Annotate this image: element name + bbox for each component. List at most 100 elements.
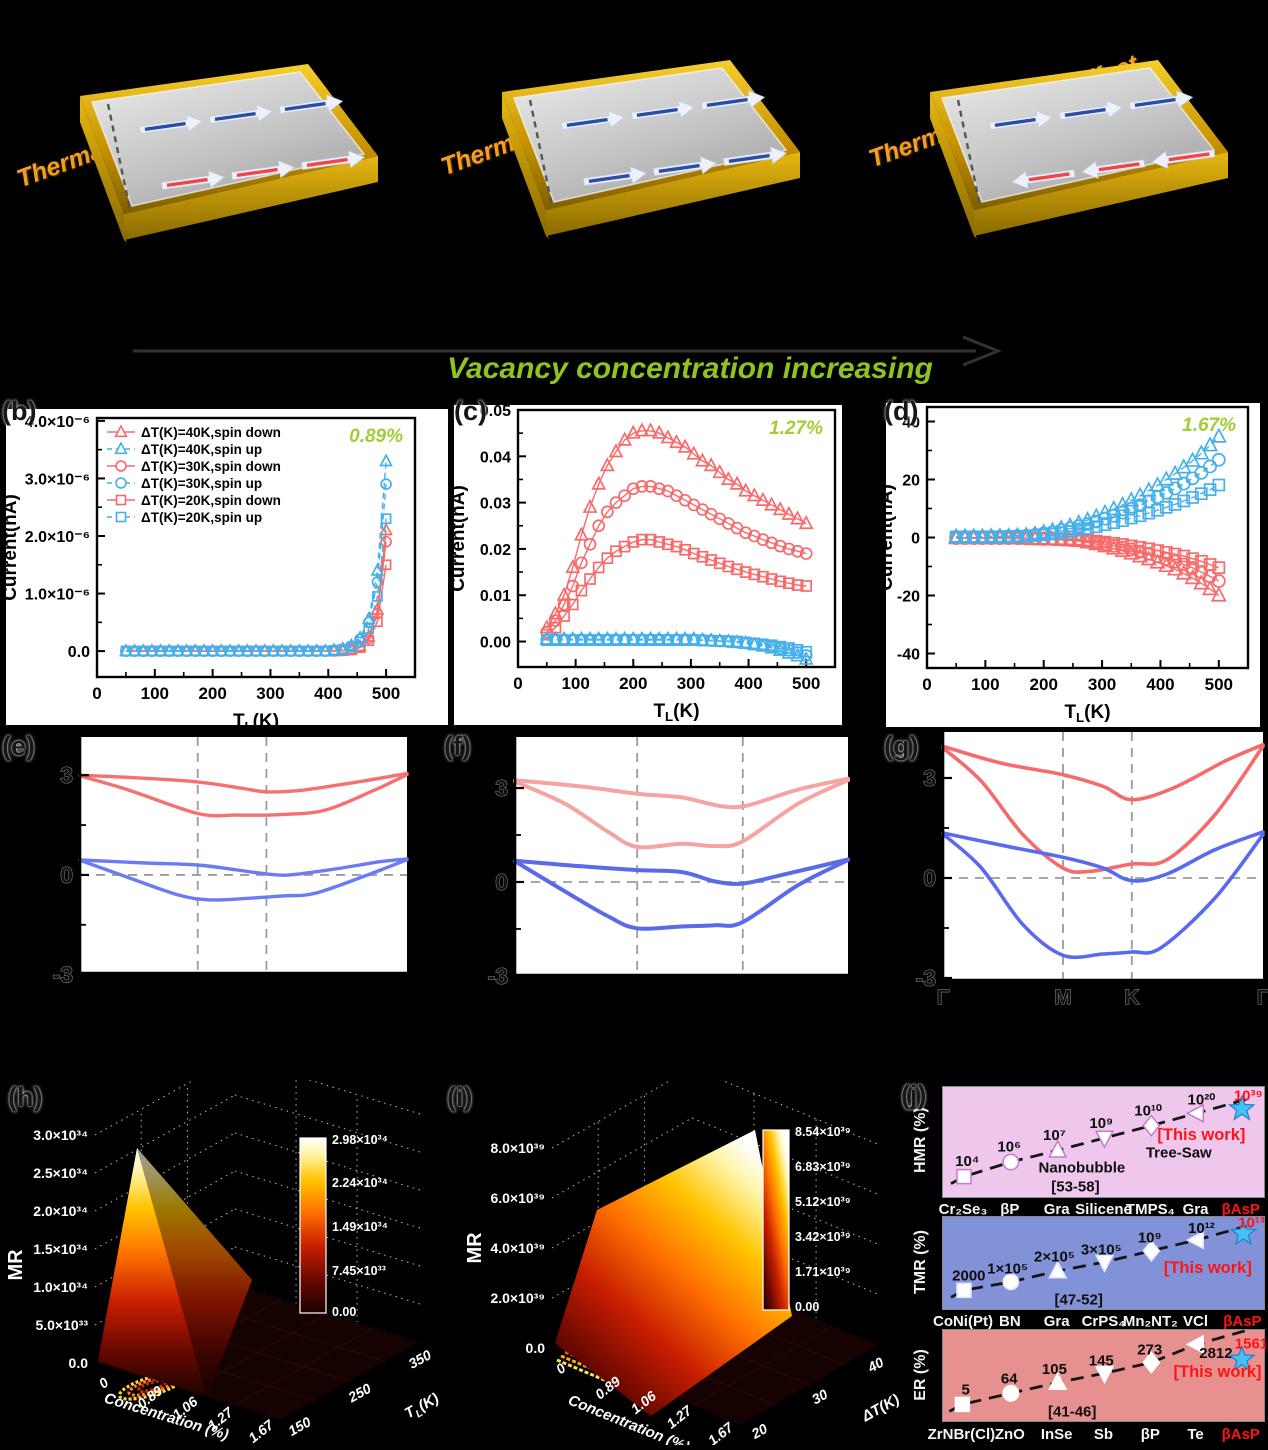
svg-text:5: 5 [961,1382,969,1399]
svg-text:ΔT(K)=40K,spin down: ΔT(K)=40K,spin down [141,425,281,440]
ranking-box: 2000 1×10⁵ 2×10⁵ 3×10⁵ 10⁹ 10¹² 10¹³ [47-52] [Th… [942,1215,1265,1310]
svg-text:1.27: 1.27 [663,1401,695,1431]
panel-b-svg: 0 100 200 300 400 500 0.0 1.0×10⁻⁶ 2.0×10⁻⁶ 3.0×1… [0,409,448,734]
svg-text:100: 100 [141,684,169,703]
svg-text:30: 30 [809,1386,831,1408]
device-graphic [502,60,800,239]
panel-f-band-structure: 3 0 -3 [440,725,880,1017]
device-thermal-spin-current: Thermal Spin current [434,14,834,299]
panel-d-svg: 0 100 200 300 400 500 -40 -20 0 20 40 Current(nA) TL… [876,403,1260,727]
panel-i-svg: 8.54×10³⁹ 6.83×10³⁹ 5.12×10³⁹ 3.42×10³⁹ 1.71… [464,1067,902,1450]
svg-text:TL(K): TL(K) [653,701,699,724]
device-thermal-charge-current: Thermal Charge current [12,18,412,303]
svg-text:10¹³: 10¹³ [1238,1217,1265,1232]
svg-text:10¹⁰: 10¹⁰ [1134,1103,1162,1120]
panel-h-svg: 2.98×10³⁴2.24×10³⁴1.49×10³⁴7.45×10³³0.00… [5,1056,442,1446]
svg-text:0.0: 0.0 [68,644,90,661]
svg-text:2000: 2000 [952,1267,985,1284]
panel-c-svg: 0 100 200 300 400 500 0.00 0.01 0.02 0.03 0.04 0.05… [448,403,842,725]
svg-text:ΔT(K)=20K,spin up: ΔT(K)=20K,spin up [141,510,262,525]
panel-g-svg: 30-3Γ M K Γ [915,732,1268,1010]
svg-text:2812: 2812 [1199,1345,1232,1362]
svg-text:0: 0 [513,674,522,693]
svg-text:K: K [1124,986,1139,1009]
panel-g-band-structure: 3 0 -3 Γ M K Γ [880,725,1268,1017]
svg-text:1.67: 1.67 [705,1418,737,1445]
svg-text:ΔT(K)=20K,spin down: ΔT(K)=20K,spin down [141,493,281,508]
svg-text:7.45×10³³: 7.45×10³³ [332,1264,386,1278]
svg-text:TL(K): TL(K) [233,711,279,727]
svg-text:MR: MR [464,1232,486,1264]
svg-text:-3: -3 [916,965,936,991]
category-label: TMPS₄ [1125,1201,1175,1218]
panel-i-mr-surface: 8.54×10³⁹ 6.83×10³⁹ 5.12×10³⁹ 3.42×10³⁹ 1.71… [455,1067,905,1450]
svg-text:300: 300 [256,684,284,703]
svg-text:1×10⁵: 1×10⁵ [987,1261,1028,1278]
svg-text:400: 400 [734,674,762,693]
svg-text:ΔT(K): ΔT(K) [858,1391,902,1426]
svg-text:3×10⁵: 3×10⁵ [1081,1241,1122,1258]
svg-text:145: 145 [1089,1353,1114,1370]
svg-text:10⁹: 10⁹ [1138,1230,1162,1247]
svg-text:ΔT(K)=30K,spin down: ΔT(K)=30K,spin down [141,459,281,474]
svg-text:1.49×10³⁴: 1.49×10³⁴ [332,1220,388,1234]
category-label: βP [1000,1201,1020,1218]
svg-text:[53-58]: [53-58] [1051,1179,1099,1196]
svg-text:10⁷: 10⁷ [1043,1127,1066,1144]
axis-label-hmr: HMR (%) [912,1107,929,1173]
category-label: βAsP [1221,1426,1260,1443]
svg-text:500: 500 [372,684,400,703]
category-label: Silicene [1075,1201,1132,1218]
svg-text:0.05: 0.05 [480,403,511,420]
svg-text:5.12×10³⁹: 5.12×10³⁹ [795,1195,851,1209]
svg-text:Tree-Saw: Tree-Saw [1146,1145,1212,1162]
svg-text:1.67: 1.67 [245,1416,277,1445]
svg-text:200: 200 [198,684,226,703]
svg-text:2.0×10³⁹: 2.0×10³⁹ [490,1290,545,1306]
panel-f-svg: 3 0 -3 [487,737,850,989]
panel-tag-e: (e) [2,731,35,761]
panel-h-mr-surface: 2.98×10³⁴ 2.24×10³⁴ 1.49×10³⁴ 7.45×10³³ 0.00… [0,1056,455,1446]
ranking-box: 5 64 105 145 273 2812 1561 [41-46] [This work] [942,1329,1268,1422]
svg-text:Nanobubble: Nanobubble [1039,1160,1126,1177]
panel-d-spin-hall-chart: 0 100 200 300 400 500 -40 -20 0 20 40 Current(nA) TL… [876,395,1268,727]
panel-e-svg: 3 0 -3 [52,737,409,988]
svg-text:-3: -3 [53,962,73,988]
category-label: ZnO [994,1426,1025,1443]
svg-text:0: 0 [60,862,73,888]
svg-text:10¹²: 10¹² [1188,1220,1215,1237]
svg-text:3.0×10⁻⁶: 3.0×10⁻⁶ [25,471,90,488]
svg-text:500: 500 [1205,675,1233,694]
category-label: βAsP [1221,1201,1260,1218]
svg-text:40: 40 [902,415,920,432]
panel-tag-c: (c) [454,396,487,426]
svg-text:10⁶: 10⁶ [997,1138,1021,1155]
device-thermal-spin-hall-effect: Thermal Spin Hall effect [862,14,1268,299]
svg-text:3.0×10³⁴: 3.0×10³⁴ [33,1127,88,1143]
svg-text:5.0×10³³: 5.0×10³³ [35,1317,88,1333]
svg-text:0.04: 0.04 [480,449,511,466]
svg-text:10⁴: 10⁴ [955,1153,979,1170]
svg-text:20: 20 [902,473,920,490]
svg-text:250: 250 [345,1380,374,1406]
svg-text:[This work]: [This work] [1157,1126,1245,1144]
svg-text:0: 0 [92,684,101,703]
svg-text:150: 150 [285,1413,313,1438]
panel-tag-b: (b) [2,396,37,426]
category-label: CrPS₄ [1081,1313,1126,1330]
svg-text:-20: -20 [897,589,920,606]
svg-text:10²⁰: 10²⁰ [1188,1091,1216,1108]
svg-text:2.0×10⁻⁶: 2.0×10⁻⁶ [25,529,90,546]
svg-text:ΔT(K)=30K,spin up: ΔT(K)=30K,spin up [141,476,262,491]
svg-text:1.5×10³⁴: 1.5×10³⁴ [33,1241,88,1257]
svg-text:0.89%: 0.89% [349,426,403,447]
svg-text:3: 3 [923,765,936,791]
svg-text:0: 0 [95,1374,111,1392]
svg-text:8.0×10³⁹: 8.0×10³⁹ [490,1140,545,1156]
svg-text:6.0×10³⁹: 6.0×10³⁹ [490,1190,545,1206]
svg-text:2.98×10³⁴: 2.98×10³⁴ [332,1133,388,1147]
category-label: Gra [1043,1313,1070,1330]
panel-b-thermal-charge-chart: 0 100 200 300 400 500 0.0 1.0×10⁻⁶ 2.0×10⁻⁶ 3.0×1… [0,395,450,734]
category-label: βP [1140,1426,1160,1443]
category-label: βAsP [1223,1313,1262,1330]
